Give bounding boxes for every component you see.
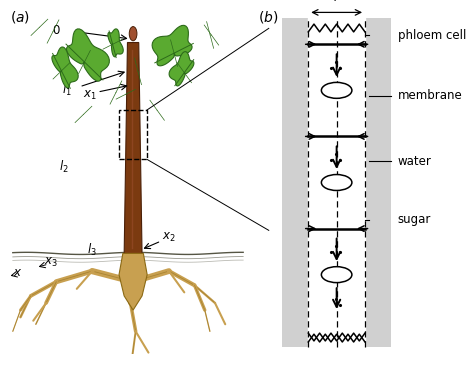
Polygon shape bbox=[124, 43, 142, 255]
Text: $x_1$: $x_1$ bbox=[82, 89, 97, 101]
Ellipse shape bbox=[321, 83, 352, 98]
Ellipse shape bbox=[321, 267, 352, 283]
Text: $l_1$: $l_1$ bbox=[62, 82, 72, 98]
Text: $(a)$: $(a)$ bbox=[10, 9, 30, 25]
Bar bbox=[282, 18, 391, 347]
Text: $l_3$: $l_3$ bbox=[87, 242, 97, 258]
Polygon shape bbox=[66, 29, 109, 81]
Text: $r$: $r$ bbox=[333, 0, 340, 3]
Polygon shape bbox=[119, 253, 147, 310]
Text: phloem cell: phloem cell bbox=[398, 29, 466, 42]
Bar bbox=[119, 110, 147, 159]
Polygon shape bbox=[169, 52, 194, 86]
Text: $l_2$: $l_2$ bbox=[59, 158, 69, 175]
Text: $(b)$: $(b)$ bbox=[258, 9, 279, 25]
Text: membrane: membrane bbox=[398, 89, 463, 102]
Text: $x_3$: $x_3$ bbox=[44, 256, 58, 269]
Polygon shape bbox=[108, 29, 123, 57]
Text: sugar: sugar bbox=[398, 213, 431, 226]
Text: 0: 0 bbox=[53, 24, 60, 37]
Text: water: water bbox=[398, 155, 431, 168]
Polygon shape bbox=[152, 25, 192, 66]
Text: $x$: $x$ bbox=[13, 267, 23, 279]
Polygon shape bbox=[52, 47, 78, 88]
Ellipse shape bbox=[321, 175, 352, 190]
Text: $x_2$: $x_2$ bbox=[162, 231, 176, 244]
Ellipse shape bbox=[129, 26, 137, 41]
